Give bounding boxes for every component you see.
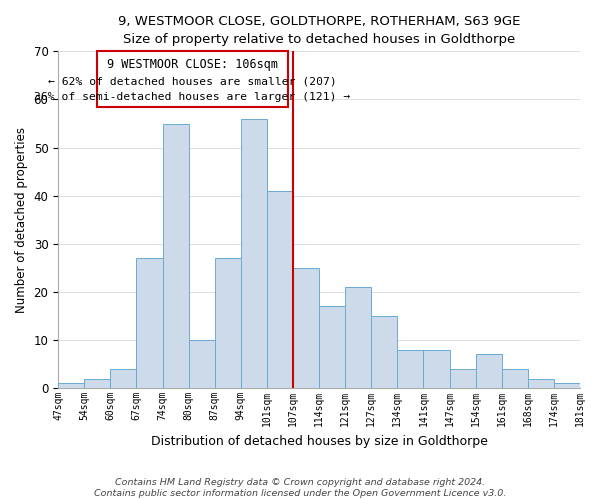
- Bar: [397, 350, 424, 388]
- Bar: [319, 306, 345, 388]
- Bar: [188, 340, 215, 388]
- Bar: [345, 287, 371, 388]
- Bar: [84, 378, 110, 388]
- Bar: [163, 124, 188, 388]
- Bar: [97, 52, 288, 106]
- Text: ← 62% of detached houses are smaller (207): ← 62% of detached houses are smaller (20…: [48, 76, 337, 86]
- Bar: [58, 384, 84, 388]
- Bar: [449, 369, 476, 388]
- Bar: [241, 118, 267, 388]
- Bar: [267, 191, 293, 388]
- Text: Contains HM Land Registry data © Crown copyright and database right 2024.
Contai: Contains HM Land Registry data © Crown c…: [94, 478, 506, 498]
- Bar: [293, 268, 319, 388]
- Bar: [215, 258, 241, 388]
- Bar: [424, 350, 449, 388]
- X-axis label: Distribution of detached houses by size in Goldthorpe: Distribution of detached houses by size …: [151, 434, 488, 448]
- Text: 36% of semi-detached houses are larger (121) →: 36% of semi-detached houses are larger (…: [34, 92, 350, 102]
- Bar: [502, 369, 528, 388]
- Bar: [110, 369, 136, 388]
- Text: 9 WESTMOOR CLOSE: 106sqm: 9 WESTMOOR CLOSE: 106sqm: [107, 58, 278, 71]
- Y-axis label: Number of detached properties: Number of detached properties: [15, 126, 28, 312]
- Bar: [371, 316, 397, 388]
- Bar: [554, 384, 580, 388]
- Title: 9, WESTMOOR CLOSE, GOLDTHORPE, ROTHERHAM, S63 9GE
Size of property relative to d: 9, WESTMOOR CLOSE, GOLDTHORPE, ROTHERHAM…: [118, 15, 520, 46]
- Bar: [136, 258, 163, 388]
- Bar: [528, 378, 554, 388]
- Bar: [476, 354, 502, 388]
